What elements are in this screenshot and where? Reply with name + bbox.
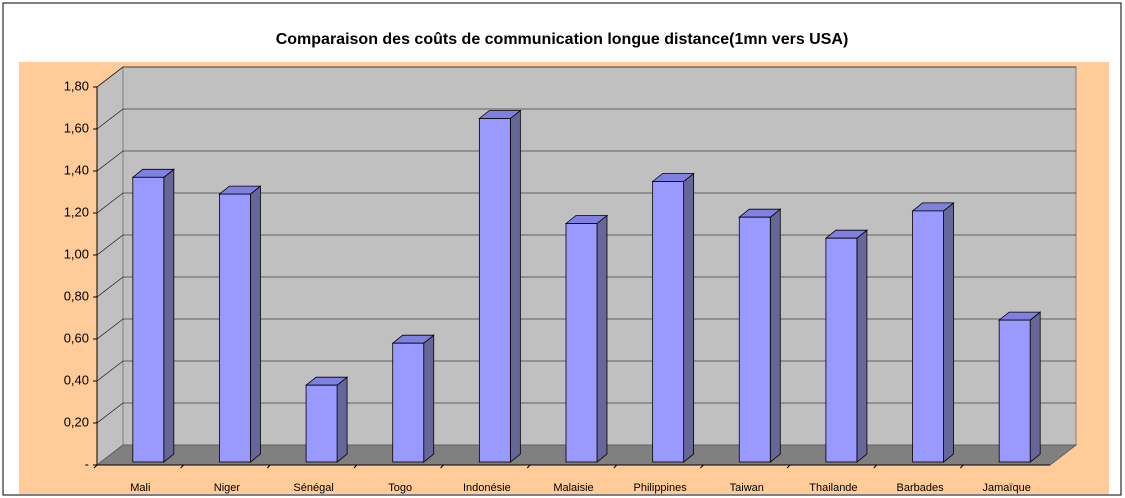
- bar-side: [856, 229, 868, 463]
- y-tick-label: 0,20: [64, 414, 89, 429]
- x-tick-label: Togo: [388, 482, 412, 494]
- bar: [565, 223, 598, 463]
- bar-side: [683, 172, 695, 463]
- bar: [305, 384, 338, 463]
- x-tick: [786, 464, 791, 469]
- bar: [219, 193, 251, 463]
- x-tick: [960, 464, 964, 469]
- bar: [825, 237, 858, 463]
- x-tick-label: Jamaïque: [983, 482, 1031, 494]
- x-tick-label: Niger: [214, 482, 241, 494]
- side-wall: [96, 65, 124, 467]
- y-tick-label: 1,60: [64, 120, 89, 135]
- x-tick: [440, 464, 444, 469]
- bar-side: [336, 376, 348, 463]
- x-tick-label: Thailande: [809, 482, 857, 494]
- bar: [998, 319, 1031, 463]
- x-tick-label: Barbades: [896, 482, 944, 494]
- x-tick-label: Philippines: [634, 482, 688, 494]
- bar-side: [423, 334, 435, 463]
- x-tick-label: Taiwan: [730, 482, 764, 494]
- y-tick-label: 0,60: [64, 330, 89, 345]
- x-tick: [93, 464, 98, 469]
- y-tick-label: 0,80: [64, 288, 89, 303]
- bar-side: [943, 202, 954, 463]
- y-tick-label: -: [85, 456, 89, 471]
- grid-line: [96, 66, 1076, 88]
- bar-side: [163, 168, 175, 463]
- bar-side: [769, 208, 781, 463]
- bar: [132, 176, 165, 463]
- bar: [478, 118, 511, 463]
- x-tick: [266, 464, 271, 469]
- x-tick-label: Indonésie: [463, 482, 511, 494]
- y-tick-label: 1,80: [64, 78, 89, 93]
- x-tick: [700, 464, 704, 469]
- y-tick-label: 1,00: [64, 246, 89, 261]
- x-tick: [613, 464, 618, 469]
- bar-side: [1029, 311, 1041, 463]
- x-tick-label: Malaisie: [553, 482, 593, 494]
- x-tick: [353, 464, 358, 469]
- bar: [912, 210, 944, 463]
- x-tick-label: Sénégal: [293, 482, 333, 494]
- grid-line: [96, 108, 1076, 130]
- x-tick: [180, 464, 184, 469]
- bar: [652, 181, 685, 463]
- y-tick-label: 1,20: [64, 204, 89, 219]
- chart-title: Comparaison des coûts de communication l…: [276, 31, 849, 48]
- y-tick-label: 0,40: [64, 372, 89, 387]
- grid-line: [96, 150, 1076, 172]
- bar-side: [509, 109, 521, 463]
- x-tick: [873, 464, 878, 469]
- y-tick-label: 1,40: [64, 162, 89, 177]
- bar-side: [250, 185, 261, 463]
- bar-side: [596, 214, 608, 463]
- bar: [392, 342, 425, 463]
- grid-line: [96, 192, 1076, 214]
- x-tick-label: Mali: [130, 482, 150, 494]
- x-tick: [526, 464, 531, 469]
- bar: [738, 216, 771, 463]
